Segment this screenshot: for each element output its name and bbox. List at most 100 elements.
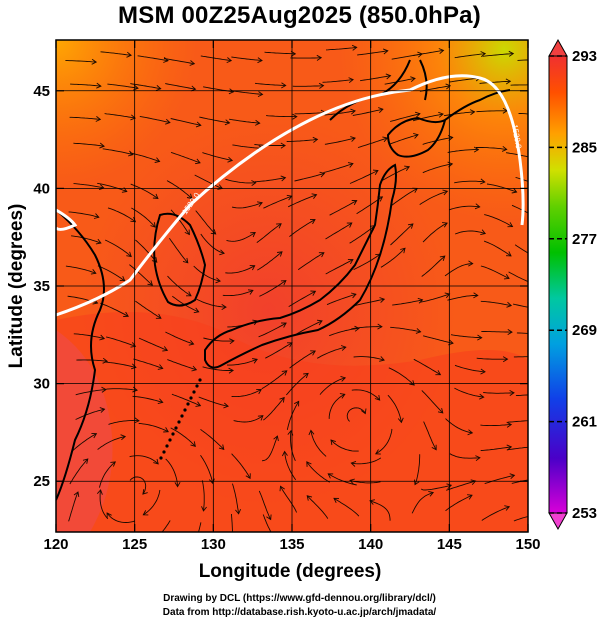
- streamline-arrow: [375, 449, 381, 455]
- colorbar-tick-label: 277: [572, 231, 597, 248]
- streamline-arrow: [340, 375, 347, 382]
- streamline: [170, 209, 190, 235]
- streamline-arrow: [290, 50, 297, 57]
- streamline-arrow: [378, 107, 384, 114]
- streamline-arrow: [306, 461, 312, 467]
- streamline: [513, 303, 528, 308]
- streamline-arrow: [226, 57, 233, 64]
- y-tick-labels: 45 40 35 30 25: [33, 83, 50, 490]
- streamline-arrow: [90, 269, 97, 275]
- streamline: [138, 423, 169, 433]
- streamline: [105, 336, 136, 347]
- streamline-arrow: [318, 252, 325, 258]
- streamline: [325, 222, 353, 240]
- streamline-arrow: [505, 251, 512, 257]
- colorbar-tick-label: 253: [572, 505, 597, 522]
- streamline-arrow: [201, 506, 207, 512]
- streamline-arrow: [184, 229, 190, 236]
- streamline: [310, 430, 327, 457]
- streamline-arrow: [448, 339, 454, 346]
- streamline-arrow: [142, 510, 149, 516]
- streamline-arrow: [257, 57, 263, 64]
- streamline: [193, 265, 221, 282]
- streamline-arrow: [316, 54, 323, 61]
- streamline-arrow: [319, 171, 326, 178]
- streamline: [518, 112, 528, 115]
- island: [168, 438, 172, 442]
- streamline: [422, 163, 453, 174]
- streamline-arrow: [134, 417, 140, 424]
- streamline: [202, 366, 234, 371]
- streamline-arrow: [231, 540, 236, 544]
- streamline: [421, 255, 446, 277]
- streamline: [97, 265, 125, 282]
- streamline: [353, 356, 385, 361]
- streamline-arrow: [540, 183, 545, 188]
- streamline-arrow: [191, 547, 196, 552]
- streamline-arrow: [186, 193, 193, 200]
- streamline-arrow: [318, 82, 325, 89]
- streamline: [328, 393, 346, 419]
- streamline-arrow: [186, 291, 192, 297]
- island: [192, 390, 196, 394]
- streamline-arrow: [469, 109, 476, 116]
- streamline-arrow: [400, 247, 406, 254]
- streamline-arrow: [106, 512, 112, 519]
- streamline: [265, 342, 293, 359]
- streamline: [129, 264, 153, 286]
- streamline-arrow: [96, 489, 103, 495]
- streamline-arrow: [257, 415, 264, 421]
- streamline-arrow: [351, 44, 358, 51]
- streamline: [261, 435, 278, 462]
- streamline-arrow: [480, 229, 487, 236]
- streamline: [387, 394, 402, 423]
- streamline-arrow: [227, 156, 234, 163]
- streamline: [388, 134, 419, 145]
- x-tick-label: 140: [358, 536, 383, 553]
- streamline-arrow: [273, 537, 278, 542]
- streamline: [226, 232, 256, 242]
- streamline: [507, 420, 528, 423]
- streamline-arrow: [333, 497, 340, 503]
- streamline-arrow: [475, 455, 481, 462]
- streamline-arrow: [155, 313, 162, 319]
- streamline: [288, 290, 316, 307]
- streamline: [289, 350, 316, 369]
- colorbar-tick-label: 293: [572, 48, 597, 65]
- streamline: [104, 113, 136, 119]
- x-tick-label: 150: [515, 536, 540, 553]
- wind-streamlines: [65, 44, 545, 552]
- streamline: [511, 479, 528, 484]
- streamline: [447, 149, 479, 153]
- streamline: [161, 520, 171, 532]
- streamline-arrow: [379, 356, 385, 362]
- streamline-arrow: [311, 193, 318, 199]
- streamline-arrow: [437, 407, 444, 414]
- streamline-arrow: [340, 345, 347, 351]
- streamline-arrow: [281, 370, 288, 376]
- streamline: [194, 174, 223, 189]
- streamline: [200, 455, 214, 484]
- streamline-arrow: [330, 439, 336, 446]
- streamline: [254, 177, 286, 183]
- streamline: [233, 415, 264, 423]
- streamline: [138, 337, 168, 351]
- streamline-arrow: [309, 218, 316, 225]
- streamline: [325, 46, 357, 51]
- streamline-arrow: [130, 363, 137, 370]
- temperature-contour: [56, 74, 525, 317]
- streamline-arrow: [506, 444, 513, 451]
- island: [180, 414, 184, 418]
- streamline: [68, 491, 79, 522]
- streamline: [70, 83, 101, 87]
- streamline: [349, 170, 379, 184]
- streamline-arrow: [121, 187, 128, 193]
- streamline: [327, 473, 357, 486]
- streamline: [480, 265, 510, 279]
- streamline: [352, 108, 384, 116]
- streamline: [412, 113, 444, 122]
- streamline-arrow: [249, 265, 256, 271]
- streamline: [516, 332, 528, 334]
- streamline-arrow: [195, 158, 201, 165]
- streamline: [508, 271, 528, 283]
